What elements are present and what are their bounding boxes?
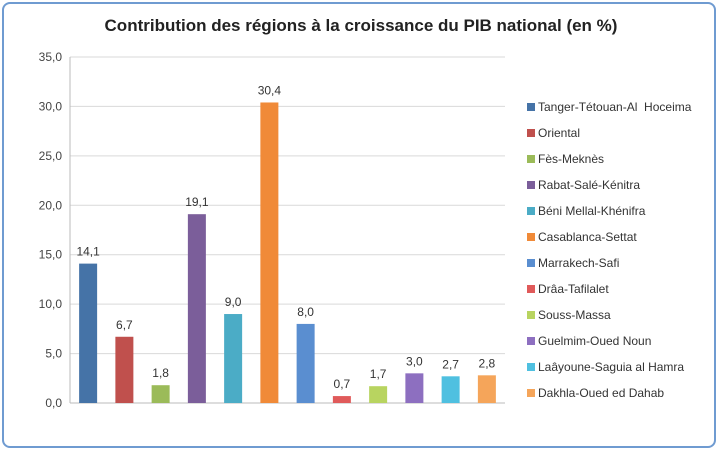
legend-swatch [527,103,535,111]
legend-label: Casablanca-Settat [538,230,637,244]
legend-label: Guelmim-Oued Noun [538,334,652,348]
bar [224,314,243,403]
y-tick-label: 15,0 [39,248,63,262]
legend-label: Tanger-Tétouan-Al Hoceima [538,100,692,114]
data-label: 8,0 [297,305,314,319]
legend-swatch [527,311,535,319]
legend: Tanger-Tétouan-Al Hoceima Oriental Fès-Mek… [527,94,691,406]
legend-item: Souss-Massa [527,302,691,328]
legend-label: Marrakech-Safi [538,256,620,270]
legend-item: Fès-Meknès [527,146,691,172]
y-tick-label: 5,0 [45,347,62,361]
bar [405,373,424,403]
data-label: 1,8 [152,366,169,380]
legend-swatch [527,363,535,371]
chart-frame [2,2,716,448]
legend-item: Rabat-Salé-Kénitra [527,172,691,198]
legend-swatch [527,285,535,293]
y-tick-label: 30,0 [39,99,63,113]
bar [369,386,388,403]
data-label: 30,4 [258,83,282,97]
data-label: 0,7 [334,377,351,391]
bar [296,323,315,403]
bar [441,376,460,403]
legend-swatch [527,129,535,137]
chart-title: Contribution des régions à la croissance… [104,16,618,35]
legend-swatch [527,337,535,345]
legend-item: Laâyoune-Saguia al Hamra [527,354,691,380]
legend-label: Rabat-Salé-Kénitra [538,178,641,192]
legend-item: Casablanca-Settat [527,224,691,250]
legend-swatch [527,233,535,241]
data-label: 3,0 [406,354,423,368]
legend-item: Dakhla-Oued ed Dahab [527,380,691,406]
data-label: 19,1 [185,195,209,209]
legend-label: Dakhla-Oued ed Dahab [538,386,665,400]
data-label: 9,0 [225,295,242,309]
legend-label: Oriental [538,126,581,140]
bar [260,102,279,403]
legend-swatch [527,155,535,163]
legend-item: Drâa-Tafilalet [527,276,691,302]
bar [477,375,496,403]
data-label: 6,7 [116,318,133,332]
y-tick-label: 35,0 [39,50,63,64]
data-label: 2,7 [442,357,459,371]
legend-item: Marrakech-Safi [527,250,691,276]
legend-label: Béni Mellal-Khénifra [538,204,646,218]
legend-label: Souss-Massa [538,308,611,322]
legend-swatch [527,389,535,397]
bar [115,336,134,403]
bar [332,396,351,403]
y-tick-label: 25,0 [39,149,63,163]
y-tick-label: 10,0 [39,297,63,311]
legend-item: Tanger-Tétouan-Al Hoceima [527,94,691,120]
data-label: 14,1 [76,245,100,259]
legend-item: Guelmim-Oued Noun [527,328,691,354]
legend-label: Drâa-Tafilalet [538,282,609,296]
legend-label: Fès-Meknès [538,152,605,166]
legend-item: Béni Mellal-Khénifra [527,198,691,224]
y-tick-label: 20,0 [39,198,63,212]
legend-item: Oriental [527,120,691,146]
legend-swatch [527,259,535,267]
data-label: 2,8 [479,356,496,370]
bar [151,385,170,403]
legend-swatch [527,207,535,215]
y-tick-label: 0,0 [45,396,62,410]
bar [187,214,206,403]
legend-swatch [527,181,535,189]
legend-label: Laâyoune-Saguia al Hamra [538,360,685,374]
data-label: 1,7 [370,367,387,381]
bar [79,263,98,403]
